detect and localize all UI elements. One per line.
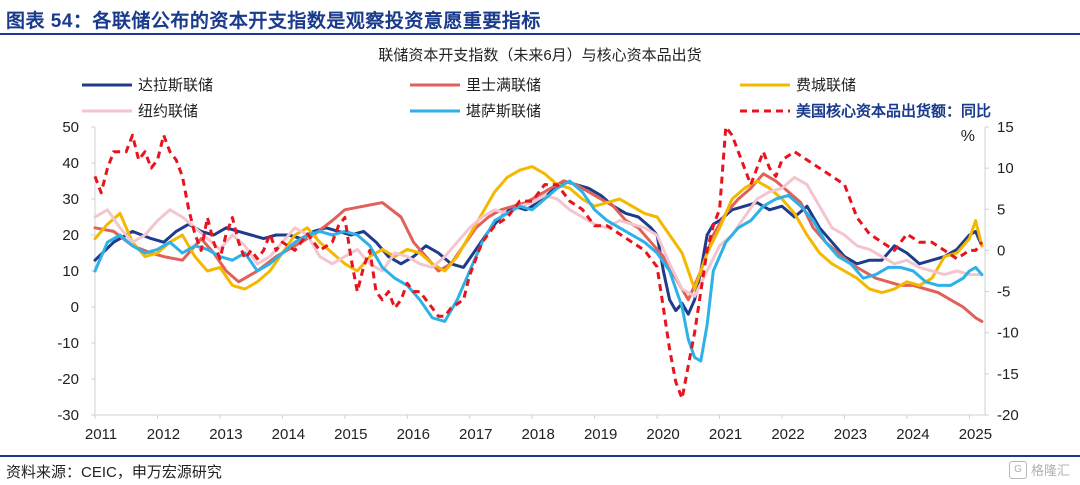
left-tick-label: 40 [62,155,79,172]
footer-rule [0,455,1080,457]
left-tick-label: -30 [57,407,79,424]
series-line-3 [93,175,984,298]
left-tick-label: 30 [62,191,79,208]
watermark-text: 格隆汇 [1030,463,1070,478]
right-tick-label: -10 [997,325,1019,342]
series-line-1 [93,172,984,323]
x-tick-label: 2016 [397,426,430,443]
right-tick-label: -20 [997,407,1019,424]
chart-title: 联储资本开支指数（未来6月）与核心资本品出货 [378,47,702,64]
left-tick-label: -10 [57,335,79,352]
x-tick-label: 2018 [522,426,555,443]
x-tick-label: 2024 [896,426,929,443]
right-tick-label: -15 [997,366,1019,383]
left-tick-label: 0 [71,299,79,316]
right-tick-label: 5 [997,201,1005,218]
source-note: 资料来源：CEIC，申万宏源研究 [6,464,222,481]
legend-label-2: 费城联储 [796,77,856,94]
legend-label-3: 纽约联储 [138,103,198,120]
x-tick-label: 2023 [834,426,867,443]
watermark-logo-icon: G [1008,460,1027,479]
series-line-4 [93,179,984,363]
x-tick-label: 2013 [209,426,242,443]
x-tick-label: 2015 [334,426,367,443]
left-tick-label: 20 [62,227,79,244]
watermark: G 格隆汇 [1008,460,1070,479]
series-line-0 [93,179,984,316]
figure-header: 图表 54：各联储公布的资本开支指数是观察投资意愿重要指标 [0,0,1080,35]
left-tick-label: 10 [62,263,79,280]
x-tick-label: 2014 [272,426,305,443]
left-tick-label: 50 [62,119,79,136]
legend-label-4: 堪萨斯联储 [466,103,541,120]
x-tick-label: 2012 [147,426,180,443]
legend-label-1: 里士满联储 [466,77,541,94]
right-tick-label: 15 [997,119,1014,136]
series-line-2 [93,165,984,295]
right-axis-unit: % [961,128,975,145]
right-tick-label: 10 [997,160,1014,177]
right-tick-label: 0 [997,242,1005,259]
series-line-5 [93,125,984,400]
left-tick-label: -20 [57,371,79,388]
right-tick-label: -5 [997,284,1010,301]
x-tick-label: 2011 [85,426,117,443]
legend-label-0: 达拉斯联储 [138,77,213,94]
header-rule [0,33,1080,35]
x-tick-label: 2021 [709,426,742,443]
x-tick-label: 2022 [771,426,804,443]
x-tick-label: 2020 [646,426,679,443]
x-tick-label: 2019 [584,426,617,443]
legend-label-5: 美国核心资本品出货额：同比 [796,102,991,120]
x-tick-label: 2025 [959,426,992,443]
figure-title: 图表 54：各联储公布的资本开支指数是观察投资意愿重要指标 [6,11,541,32]
x-tick-label: 2017 [459,426,492,443]
